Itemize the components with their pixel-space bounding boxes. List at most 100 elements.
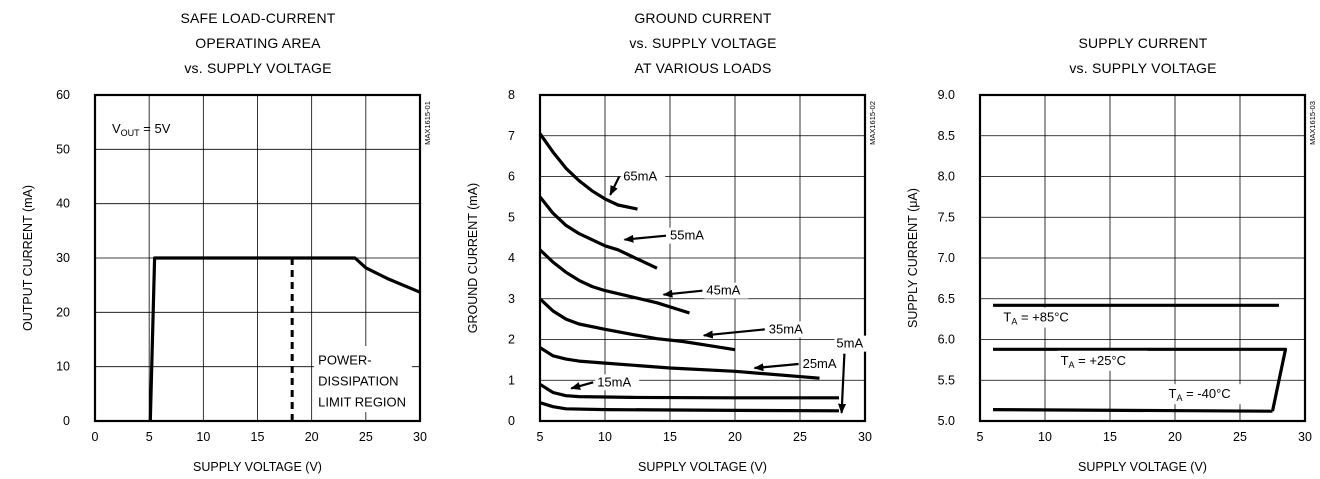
series-label-arrow [609, 176, 621, 196]
y-tick-label: 6.5 [938, 292, 955, 306]
series-label: TA = -40°C [1169, 386, 1231, 403]
series-label: 5mA [836, 336, 863, 351]
x-axis-label: SUPPLY VOLTAGE (V) [193, 460, 322, 474]
y-tick-label: 2 [508, 333, 515, 347]
y-tick-label: 30 [56, 251, 70, 265]
y-tick-label: 9.0 [938, 88, 955, 102]
region-label-background [313, 346, 412, 413]
y-tick-label: 5.0 [938, 414, 955, 428]
y-axis-label: GROUND CURRENT (mA) [466, 183, 480, 333]
chart-2: GROUND CURRENT vs. SUPPLY VOLTAGE AT VARIO… [466, 10, 879, 474]
series-label: TA = +25°C [1061, 353, 1126, 370]
y-tick-label: 7 [508, 129, 515, 143]
figure-code: MAX1615-03 [1308, 101, 1317, 145]
x-tick-label: 15 [1103, 430, 1117, 444]
y-axis-label: SUPPLY CURRENT (μA) [906, 188, 920, 328]
series-label-background [668, 227, 712, 244]
x-tick-label: 20 [1168, 430, 1182, 444]
y-tick-label: 3 [508, 292, 515, 306]
series-label-background [1165, 384, 1256, 405]
series-line [539, 346, 820, 380]
chart-title-line: vs. SUPPLY VOLTAGE [629, 35, 776, 51]
plot-frame [978, 93, 1307, 423]
x-axis-label: SUPPLY VOLTAGE (V) [638, 460, 767, 474]
y-tick-label: 0 [508, 414, 515, 428]
series-label-arrow [702, 328, 765, 339]
series-line [538, 297, 736, 352]
series-line [148, 256, 421, 422]
x-tick-label: 10 [196, 430, 210, 444]
chart-3: SUPPLY CURRENT vs. SUPPLY VOLTAGE 5 10 15 20 2… [906, 35, 1317, 474]
series-label-background [595, 374, 640, 391]
series-line [538, 195, 658, 270]
chart-title-line: vs. SUPPLY VOLTAGE [1069, 60, 1216, 76]
y-tick-label: 8.0 [938, 170, 955, 184]
series-label: 65mA [623, 169, 657, 184]
chart-title-line: AT VARIOUS LOADS [634, 60, 771, 76]
series-label: 55mA [670, 228, 704, 243]
x-tick-label: 15 [251, 430, 265, 444]
x-tick-label: 10 [1038, 430, 1052, 444]
y-tick-label: 7.0 [938, 251, 955, 265]
chart-title-line: SUPPLY CURRENT [1078, 35, 1207, 51]
series-label: TA = +85°C [1003, 310, 1068, 327]
series-label-arrow [838, 353, 847, 414]
x-tick-label: 5 [537, 430, 544, 444]
y-tick-label: 7.5 [938, 210, 955, 224]
x-tick-label: 25 [793, 430, 807, 444]
y-tick-label: 50 [56, 142, 70, 156]
x-tick-label: 15 [663, 430, 677, 444]
x-tick-label: 20 [728, 430, 742, 444]
series-line [539, 382, 839, 400]
figure-code: MAX1615-01 [423, 101, 432, 145]
chart-1: SAFE LOAD-CURRENT OPERATING AREA vs. SUPPL… [21, 10, 432, 474]
y-tick-label: 10 [56, 360, 70, 374]
x-tick-label: 0 [92, 430, 99, 444]
series-label: 15mA [597, 374, 631, 389]
series-label: 35mA [769, 321, 803, 336]
chart-title-line: GROUND CURRENT [634, 10, 772, 26]
y-tick-label: 8 [508, 88, 515, 102]
chart-title-line: OPERATING AREA [195, 35, 321, 51]
x-tick-label: 5 [146, 430, 153, 444]
x-tick-label: 30 [1298, 430, 1312, 444]
y-tick-label: 8.5 [938, 129, 955, 143]
series-line [538, 132, 638, 211]
series-label-background [766, 321, 811, 338]
y-tick-label: 40 [56, 197, 70, 211]
y-tick-label: 1 [508, 373, 515, 387]
x-tick-label: 5 [977, 430, 984, 444]
series-label-background [834, 335, 879, 352]
series-label-arrow [753, 362, 799, 372]
x-tick-label: 25 [359, 430, 373, 444]
figure-code: MAX1615-02 [868, 101, 877, 145]
y-tick-label: 6 [508, 170, 515, 184]
y-tick-label: 6.0 [938, 333, 955, 347]
series-label: 45mA [706, 283, 740, 298]
series-label-background [1000, 307, 1091, 328]
y-tick-label: 20 [56, 305, 70, 319]
y-axis-label: OUTPUT CURRENT (mA) [21, 185, 35, 331]
y-tick-label: 4 [508, 251, 515, 265]
y-tick-label: 5 [508, 210, 515, 224]
region-label-line: POWER- [318, 352, 371, 367]
series-label-background [621, 168, 666, 185]
x-tick-label: 25 [1233, 430, 1247, 444]
x-tick-label: 30 [413, 430, 427, 444]
chart-title-line: vs. SUPPLY VOLTAGE [184, 60, 331, 76]
series-label: 25mA [803, 356, 837, 371]
plot-frame [538, 93, 867, 423]
series-label-arrow [570, 381, 594, 390]
x-tick-label: 20 [305, 430, 319, 444]
region-label-line: LIMIT REGION [318, 394, 406, 409]
series-line [992, 408, 1273, 413]
region-label-line: DISSIPATION [318, 373, 398, 388]
series-line [538, 248, 690, 315]
series-label-arrow [662, 289, 703, 298]
series-label-background [800, 356, 845, 373]
series-label-background [1057, 350, 1148, 371]
vout-label: VOUT = 5V [112, 121, 171, 138]
y-tick-label: 60 [56, 88, 70, 102]
series-label-background [704, 282, 749, 299]
